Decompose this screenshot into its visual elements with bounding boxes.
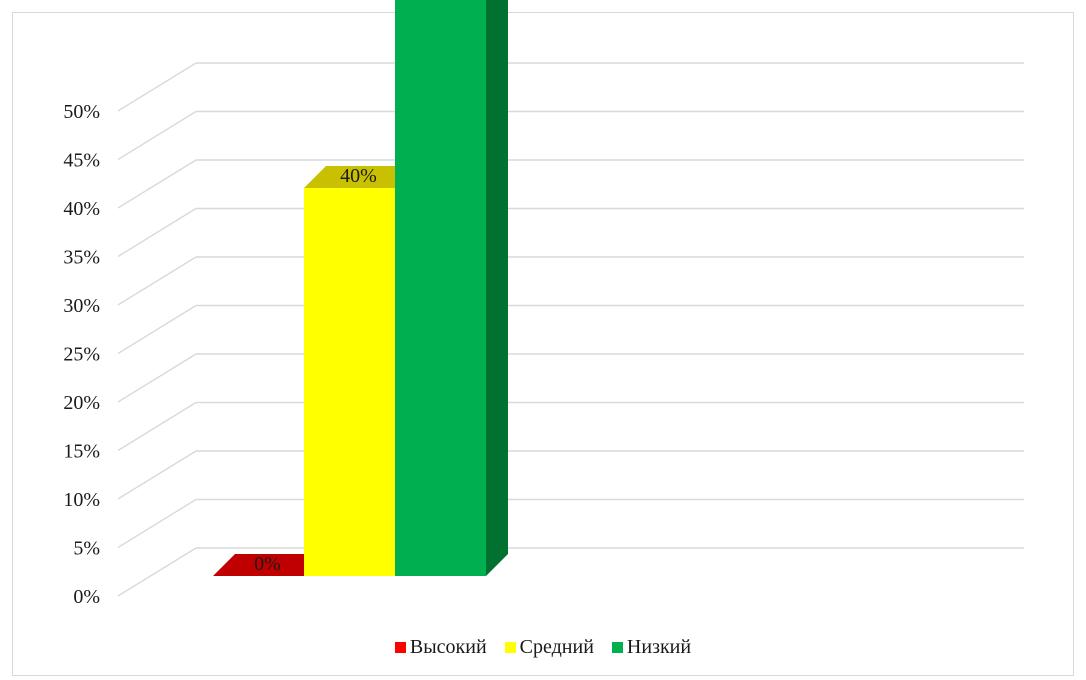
legend-item-low: Низкий: [611, 636, 692, 659]
legend-label-medium: Средний: [519, 636, 594, 658]
y-tick-label: 30%: [63, 295, 100, 317]
gridline-side: [117, 450, 197, 500]
legend-swatch-high: [394, 642, 406, 653]
gridline-side: [117, 110, 197, 161]
bar-top-0: [213, 554, 326, 576]
data-labels: 0%40%60%: [254, 165, 377, 575]
gridline-side: [117, 62, 197, 112]
y-tick-label: 35%: [63, 247, 100, 269]
gridline-side: [117, 159, 197, 209]
legend-swatch-medium: [504, 642, 516, 653]
legend-item-high: Высокий: [394, 636, 487, 659]
gridline-side: [117, 304, 197, 355]
gridline-side: [117, 401, 197, 452]
data-label-1: 40%: [340, 165, 377, 187]
legend-label-low: Низкий: [626, 636, 692, 658]
bar-side-2: [486, 0, 508, 576]
legend-item-medium: Средний: [504, 636, 594, 659]
legend: Высокий Средний Низкий: [0, 636, 1086, 659]
gridline-side: [117, 498, 197, 549]
y-tick-label: 20%: [63, 392, 100, 414]
gridline-side: [117, 547, 197, 597]
chart-frame: [12, 12, 1074, 676]
bar-front-1: [304, 188, 395, 576]
legend-swatch-low: [611, 642, 623, 653]
y-tick-label: 25%: [63, 344, 100, 366]
gridline-side: [117, 256, 197, 306]
y-axis-ticks: 0% 5% 10% 15% 20% 25% 30% 35% 40% 45% 50%: [63, 101, 100, 608]
gridline-side: [117, 207, 197, 258]
data-label-0: 0%: [254, 553, 281, 575]
bars: [213, 0, 508, 576]
gridline-side: [117, 353, 197, 403]
grid-lines: [117, 62, 1024, 597]
y-tick-label: 5%: [73, 538, 100, 560]
y-tick-label: 0%: [73, 586, 100, 608]
bar-top-1: [304, 166, 417, 188]
y-tick-label: 45%: [63, 150, 100, 172]
bar-front-2: [395, 0, 486, 576]
y-tick-label: 10%: [63, 489, 100, 511]
legend-label-high: Высокий: [409, 636, 487, 658]
y-tick-label: 40%: [63, 198, 100, 220]
y-tick-label: 15%: [63, 441, 100, 463]
y-tick-label: 50%: [63, 101, 100, 123]
